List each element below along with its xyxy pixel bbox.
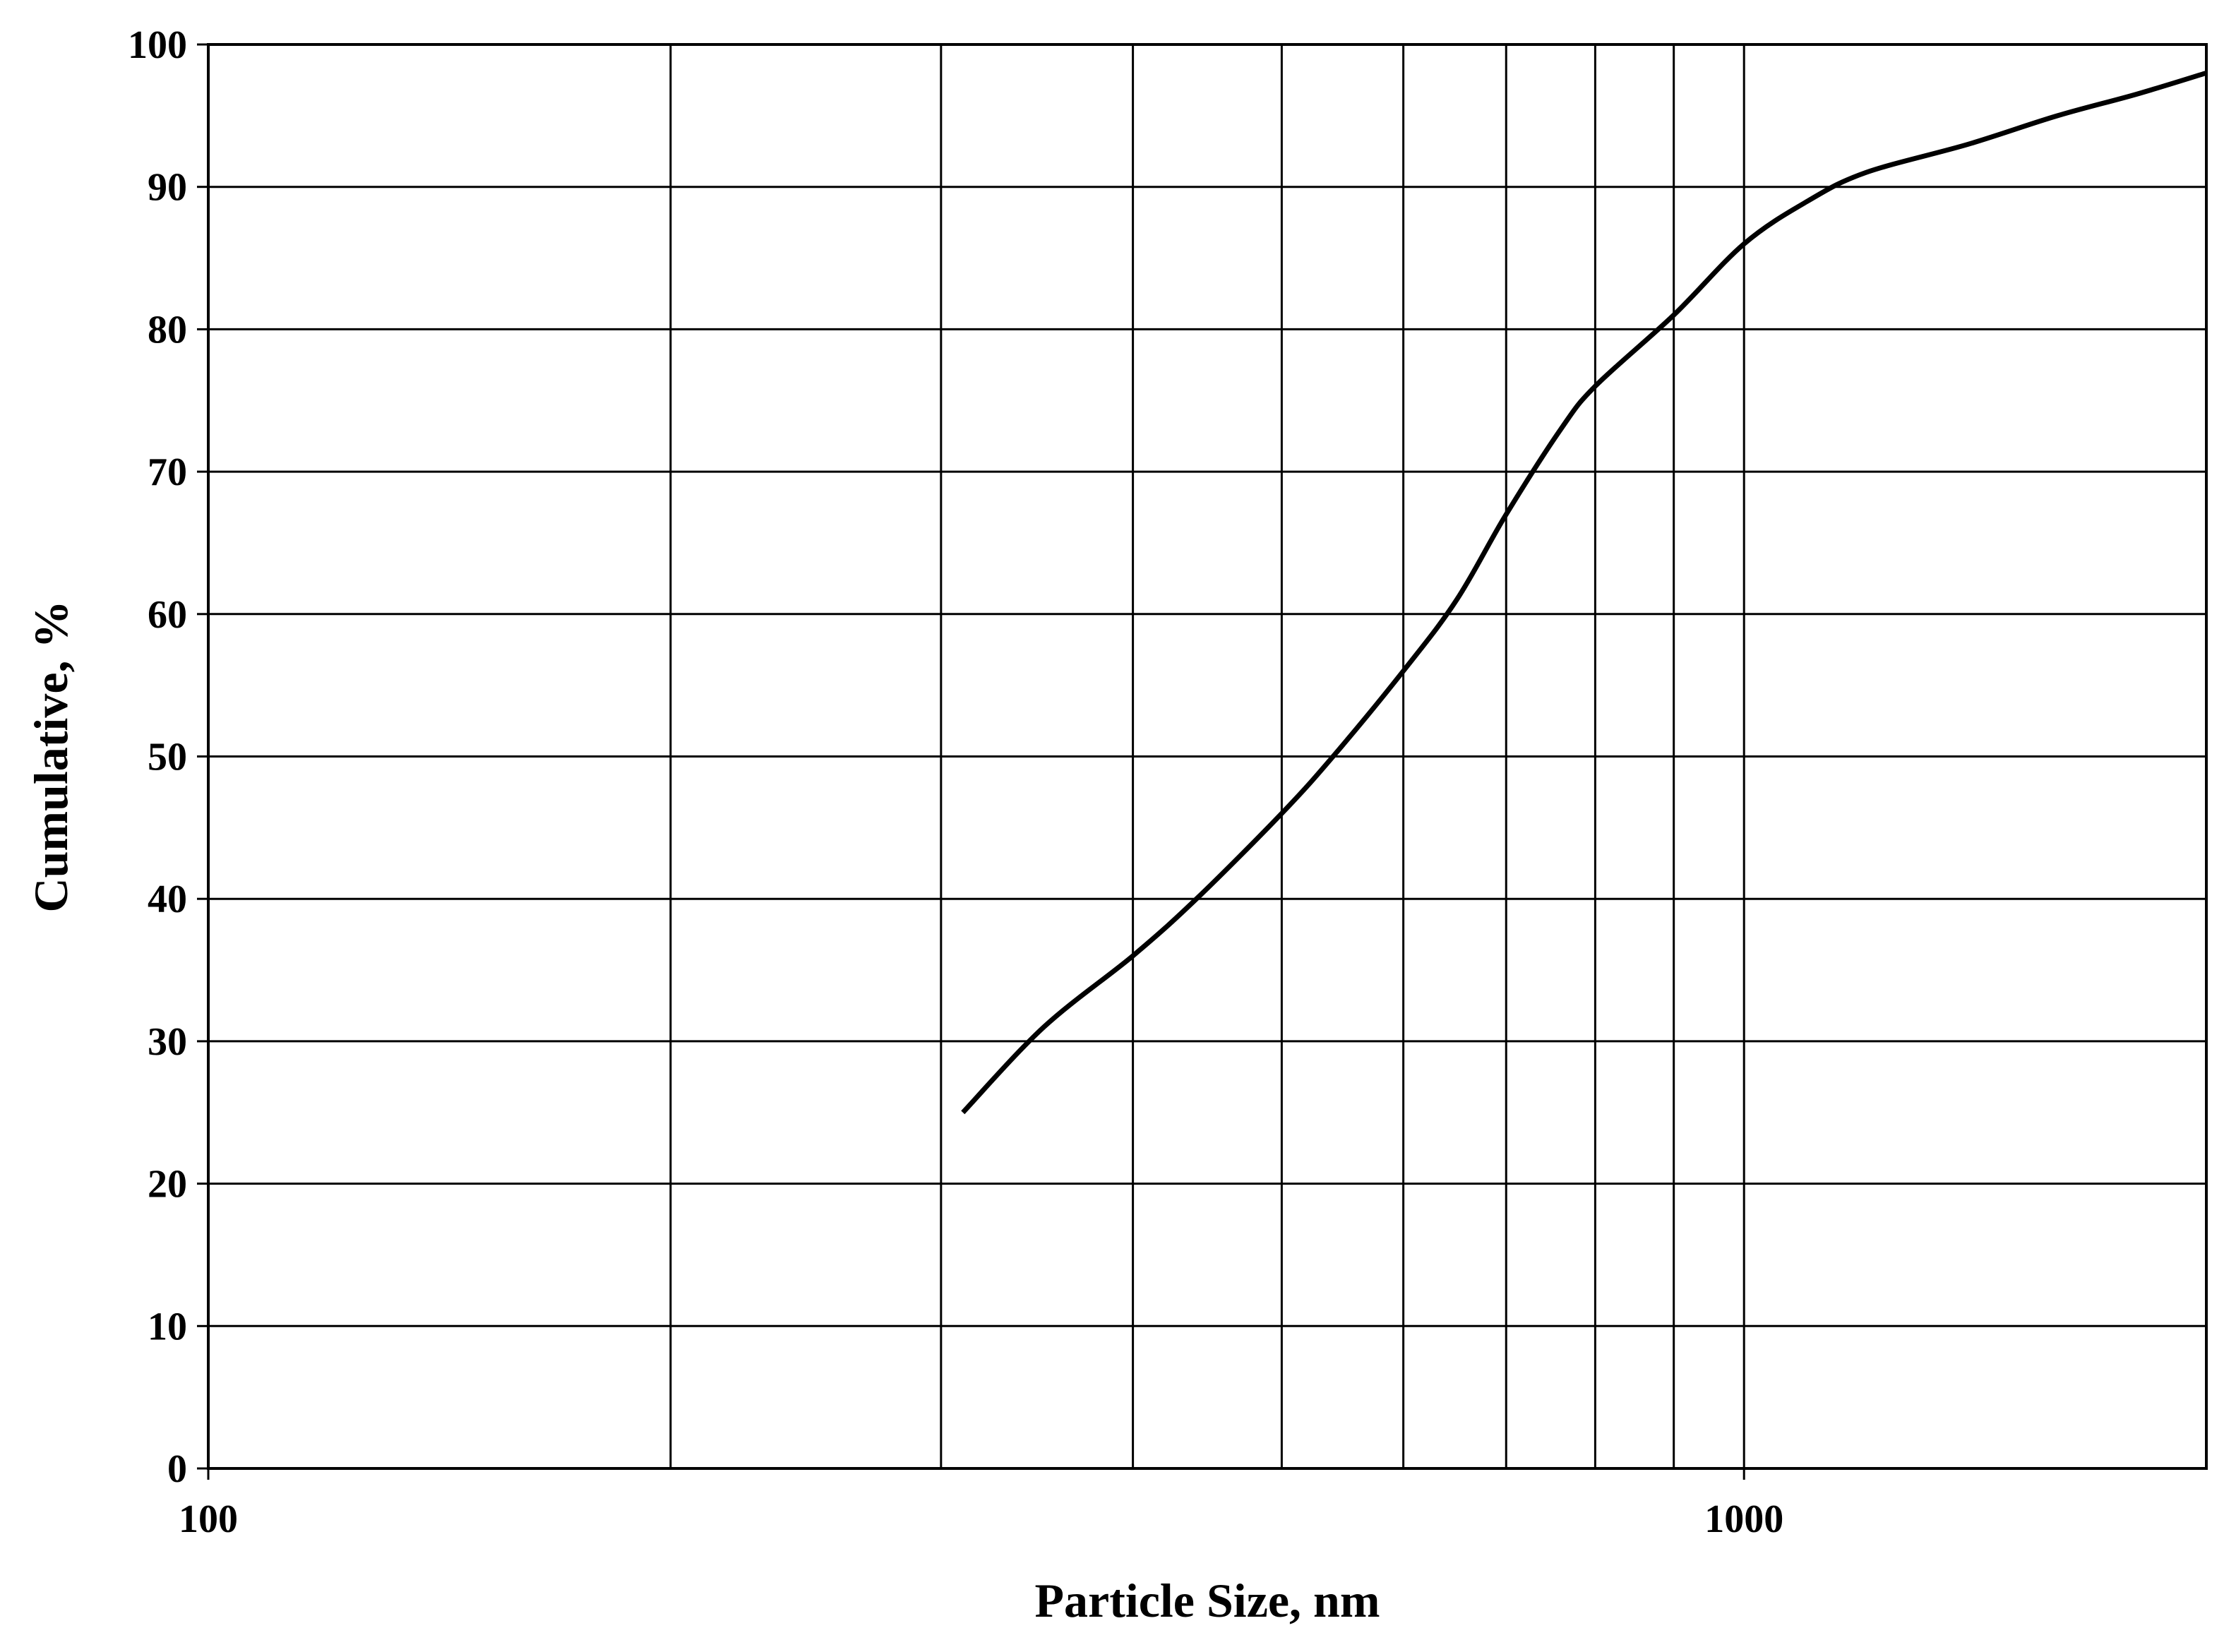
y-tick-label: 10 — [148, 1305, 187, 1348]
y-tick-label: 20 — [148, 1163, 187, 1207]
plot-frame — [207, 43, 2208, 1470]
y-tick-label: 0 — [167, 1447, 187, 1491]
y-tick-label: 60 — [148, 593, 187, 637]
y-tick-label: 80 — [148, 308, 187, 352]
y-axis-title: Cumulative, % — [24, 601, 78, 913]
y-tick-label: 90 — [148, 166, 187, 210]
x-tick-label: 1000 — [1704, 1497, 1783, 1541]
x-tick-label: 100 — [179, 1497, 238, 1541]
series — [961, 70, 2208, 1115]
grid — [208, 43, 2206, 1470]
y-tick-label: 100 — [128, 23, 187, 67]
series-line-0 — [961, 70, 2208, 1115]
y-tick-label: 30 — [148, 1020, 187, 1064]
tick-labels: 0 10 20 30 40 50 60 70 80 90 100 100 1000 — [128, 23, 1783, 1541]
y-tick-label: 40 — [148, 878, 187, 921]
y-tick-label: 50 — [148, 736, 187, 779]
x-axis-title: Particle Size, nm — [1034, 1574, 1380, 1627]
y-tick-label: 70 — [148, 450, 187, 494]
